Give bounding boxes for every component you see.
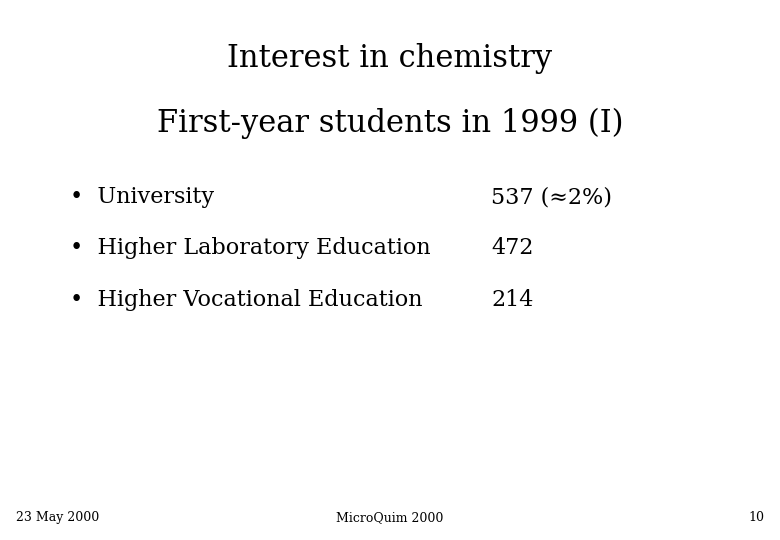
Text: Interest in chemistry: Interest in chemistry: [228, 43, 552, 74]
Text: 10: 10: [748, 511, 764, 524]
Text: •  Higher Laboratory Education: • Higher Laboratory Education: [70, 238, 431, 259]
Text: 214: 214: [491, 289, 534, 310]
Text: 472: 472: [491, 238, 534, 259]
Text: MicroQuim 2000: MicroQuim 2000: [336, 511, 444, 524]
Text: 23 May 2000: 23 May 2000: [16, 511, 99, 524]
Text: First-year students in 1999 (I): First-year students in 1999 (I): [157, 108, 623, 139]
Text: •  Higher Vocational Education: • Higher Vocational Education: [70, 289, 423, 310]
Text: 537 (≈2%): 537 (≈2%): [491, 186, 612, 208]
Text: •  University: • University: [70, 186, 214, 208]
